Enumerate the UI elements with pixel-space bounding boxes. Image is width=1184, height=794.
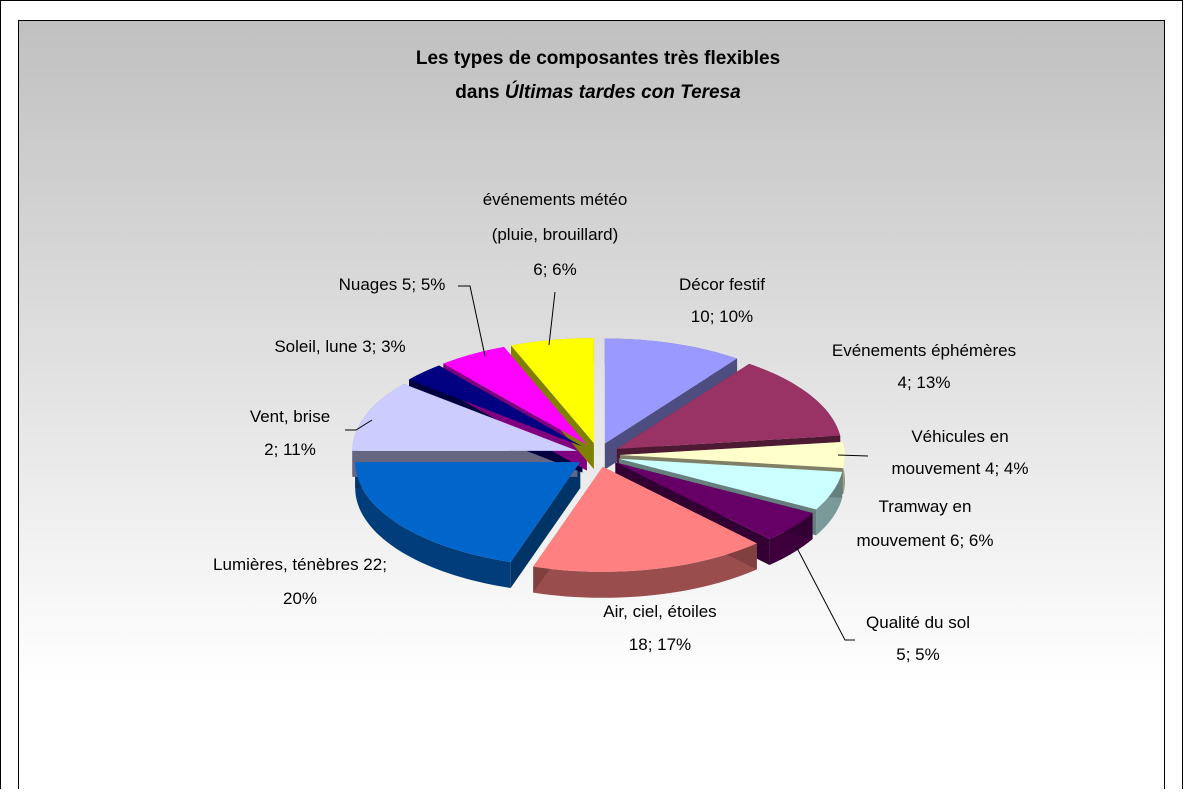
leader-line <box>345 419 373 431</box>
data-label: Soleil, lune 3; 3% <box>274 337 405 356</box>
data-label: 2; 11% <box>264 440 316 459</box>
data-label: Nuages 5; 5% <box>339 275 446 294</box>
slice <box>533 466 757 572</box>
data-label: 6; 6% <box>533 260 576 279</box>
slice <box>511 338 594 444</box>
slice <box>616 363 841 449</box>
labels: Décor festif 10; 10% Evénements éphémères 4… <box>213 190 1028 664</box>
slice-cut <box>510 462 581 588</box>
slice <box>620 441 845 469</box>
data-label: 20% <box>283 589 317 608</box>
leader-line <box>548 291 556 346</box>
data-label: 10; 10% <box>691 307 753 326</box>
chart-title: Últimas tardes con Teresa <box>505 81 741 103</box>
slice <box>618 458 843 510</box>
data-label: 18; 17% <box>629 635 691 654</box>
slice <box>615 462 813 539</box>
data-label: mouvement 4; 4% <box>891 459 1028 478</box>
data-label: mouvement 6; 6% <box>856 531 993 550</box>
slice <box>355 462 581 562</box>
data-label: Véhicules en <box>911 427 1008 446</box>
data-label: 4; 13% <box>898 373 951 392</box>
data-label: Air, ciel, étoiles <box>603 602 716 621</box>
data-label: Tramway en <box>879 497 972 516</box>
slice <box>409 365 583 447</box>
slice-side <box>533 543 757 598</box>
chart-title: dans Últimas tardes con Teresa <box>455 81 741 103</box>
data-label: événements météo <box>483 190 628 209</box>
slice <box>352 383 578 451</box>
leader-line <box>796 547 855 641</box>
data-label: Lumières, ténèbres 22; <box>213 555 387 574</box>
data-label: 5; 5% <box>896 645 939 664</box>
slice <box>443 346 587 445</box>
slice <box>604 338 738 444</box>
slice-side <box>355 462 511 588</box>
data-label: Décor festif <box>679 275 765 294</box>
data-label: Evénements éphémères <box>832 341 1016 360</box>
chart-title: Les types de composantes très flexibles <box>416 48 780 69</box>
chart-title: dans <box>455 82 505 103</box>
pie <box>352 338 845 598</box>
data-label: Qualité du sol <box>866 613 970 632</box>
data-label: Vent, brise <box>250 407 330 426</box>
leader-line <box>458 285 486 357</box>
leader-line <box>837 454 869 457</box>
data-label: (pluie, brouillard) <box>492 225 619 244</box>
